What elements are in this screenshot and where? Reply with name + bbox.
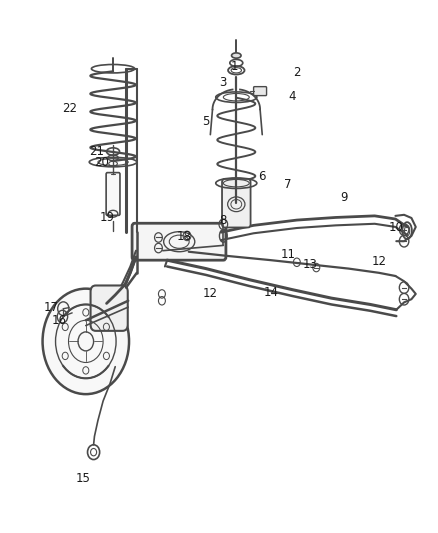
Text: 16: 16 xyxy=(52,314,67,327)
Text: 7: 7 xyxy=(284,178,292,191)
Text: 12: 12 xyxy=(203,287,218,301)
FancyBboxPatch shape xyxy=(132,223,226,260)
Text: 4: 4 xyxy=(289,90,296,103)
Text: 2: 2 xyxy=(293,66,300,79)
Text: 13: 13 xyxy=(302,259,317,271)
Text: 21: 21 xyxy=(89,145,105,158)
Text: 11: 11 xyxy=(281,248,296,261)
Text: 14: 14 xyxy=(263,286,279,300)
FancyBboxPatch shape xyxy=(91,286,128,331)
Text: 12: 12 xyxy=(371,255,386,268)
Text: 22: 22 xyxy=(62,102,77,115)
FancyBboxPatch shape xyxy=(254,87,267,95)
Text: 5: 5 xyxy=(202,115,210,128)
Text: 10: 10 xyxy=(389,222,404,235)
Text: 17: 17 xyxy=(44,301,59,314)
FancyBboxPatch shape xyxy=(106,173,120,215)
Text: 19: 19 xyxy=(100,212,115,224)
Text: 18: 18 xyxy=(177,230,192,244)
FancyBboxPatch shape xyxy=(222,179,251,228)
Text: 9: 9 xyxy=(341,191,348,205)
Ellipse shape xyxy=(232,53,241,58)
Text: 20: 20 xyxy=(94,156,109,168)
Text: 6: 6 xyxy=(258,171,266,183)
Circle shape xyxy=(42,289,129,394)
Text: 1: 1 xyxy=(230,60,238,72)
Text: 15: 15 xyxy=(75,472,90,485)
Text: 8: 8 xyxy=(219,214,227,227)
Text: 3: 3 xyxy=(219,76,227,90)
